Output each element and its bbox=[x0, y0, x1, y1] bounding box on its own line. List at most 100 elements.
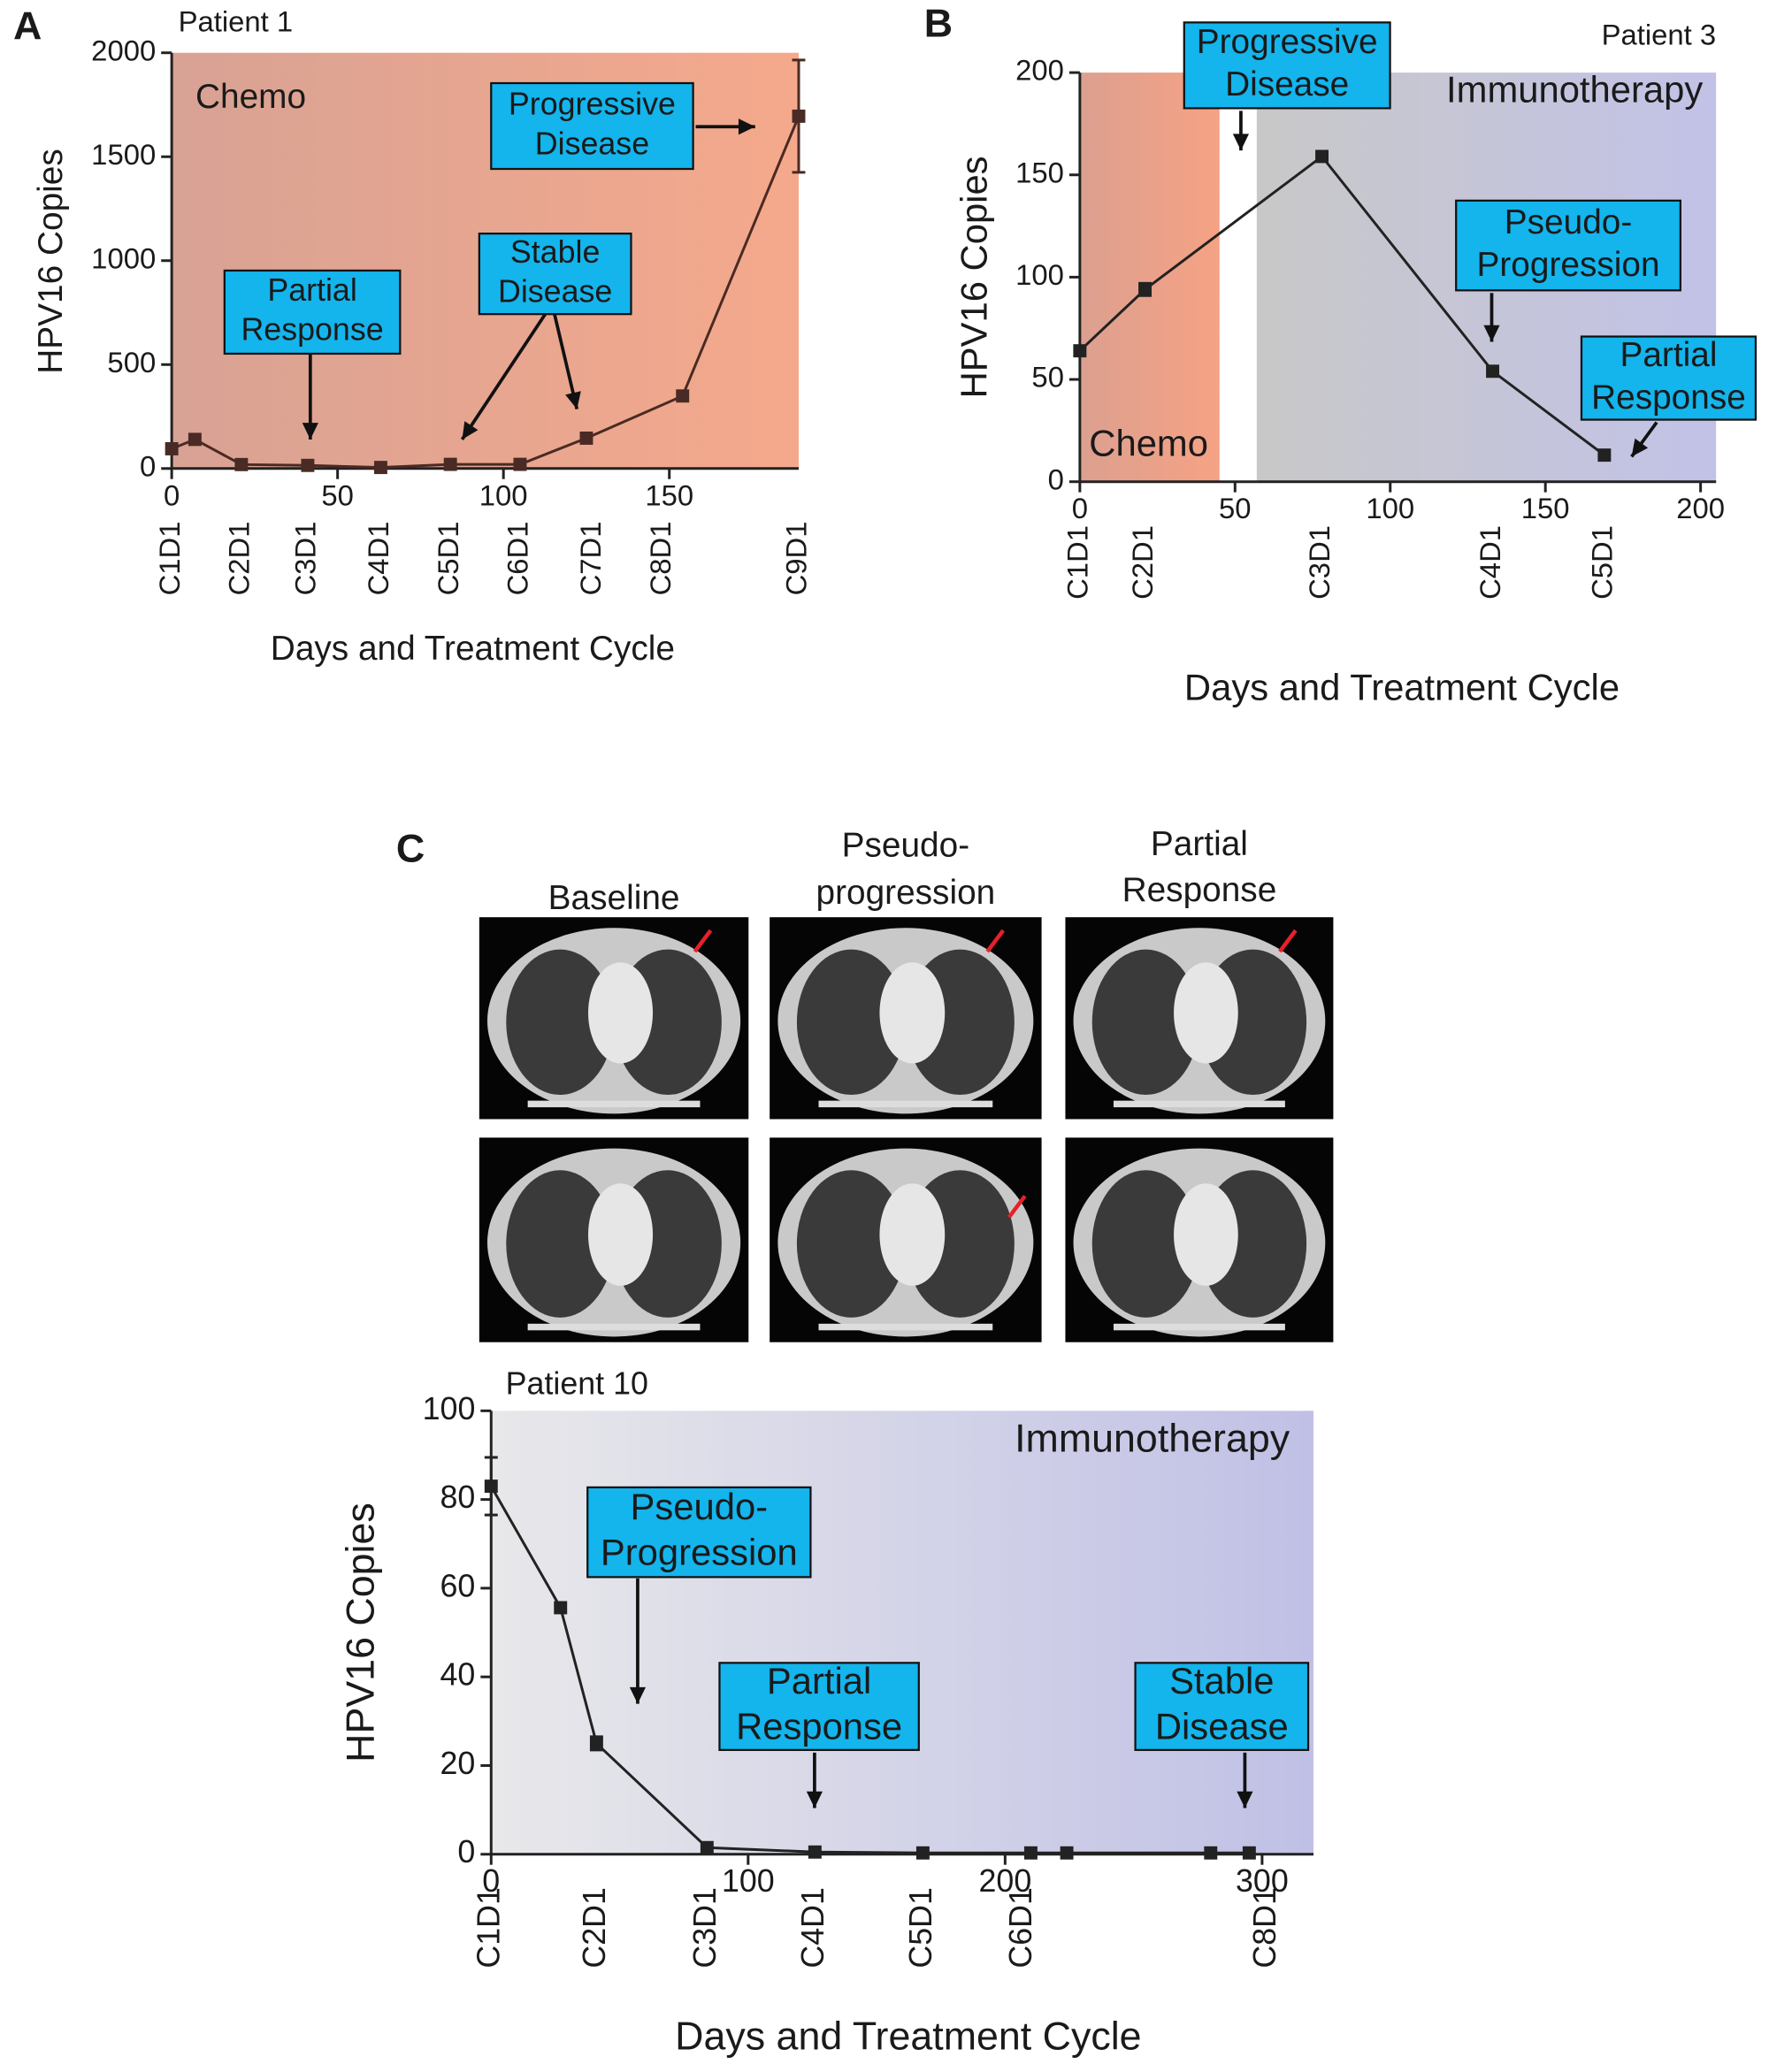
ct-marker bbox=[985, 929, 1005, 953]
cycle-label: C5D1 bbox=[903, 1887, 938, 1969]
x-axis-title: Days and Treatment Cycle bbox=[675, 2015, 1141, 2059]
annotation-text: Progression bbox=[1477, 246, 1660, 284]
cycle-label: C1D1 bbox=[471, 1887, 507, 1969]
data-point bbox=[234, 457, 249, 471]
cycle-label: C8D1 bbox=[644, 521, 677, 595]
y-tick-label: 200 bbox=[1015, 54, 1064, 87]
annotation-box bbox=[586, 1486, 812, 1579]
arrow-head bbox=[738, 119, 755, 135]
chart: Immunotherapy 0 20 40 60 80 100 0 100 200 300 C1D1 C… bbox=[338, 826, 1314, 2059]
y-tick-label: 2000 bbox=[91, 34, 156, 66]
x-tick-label: 100 bbox=[1366, 492, 1414, 524]
cycle-label: C2D1 bbox=[577, 1887, 612, 1969]
region-label: Immunotherapy bbox=[1446, 68, 1703, 110]
y-axis-title: HPV16 Copies bbox=[338, 1502, 382, 1762]
data-point bbox=[1060, 1846, 1074, 1860]
scan-label: progression bbox=[816, 874, 996, 912]
arrow-head bbox=[1237, 1791, 1253, 1808]
x-axis-title: Days and Treatment Cycle bbox=[271, 630, 675, 668]
y-tick-label: 50 bbox=[1031, 361, 1064, 394]
x-tick-label: 50 bbox=[321, 478, 354, 511]
panel-label: C bbox=[396, 826, 425, 870]
data-point bbox=[1138, 282, 1153, 296]
annotation-box bbox=[1455, 199, 1682, 292]
annotation-box bbox=[718, 1662, 920, 1751]
cycle-label: C9D1 bbox=[780, 521, 813, 595]
cycle-label: C2D1 bbox=[223, 521, 256, 595]
x-tick-label: 0 bbox=[164, 478, 180, 511]
data-point bbox=[1242, 1846, 1256, 1860]
annotation-text: Progressive bbox=[509, 87, 676, 122]
data-point bbox=[373, 461, 387, 475]
cycle-label: C3D1 bbox=[1303, 525, 1336, 600]
ct-table bbox=[818, 1100, 993, 1108]
ct-lung bbox=[796, 949, 906, 1096]
annotation-text: Partial bbox=[1620, 336, 1717, 374]
annotation-text: Disease bbox=[1225, 65, 1349, 103]
y-tick-label: 40 bbox=[440, 1657, 476, 1693]
x-tick-label: 0 bbox=[1072, 492, 1088, 524]
arrow-head bbox=[302, 423, 318, 440]
ct-marker bbox=[1007, 1195, 1027, 1219]
data-point bbox=[700, 1840, 714, 1854]
cycle-label: C3D1 bbox=[289, 521, 322, 595]
y-axis-title: HPV16 Copies bbox=[953, 156, 994, 398]
ct-table bbox=[1113, 1100, 1285, 1108]
ct-marker bbox=[693, 929, 713, 953]
x-tick-label: 300 bbox=[1236, 1863, 1289, 1899]
cycle-label: C3D1 bbox=[687, 1887, 723, 1969]
annotation-text: Pseudo- bbox=[1505, 203, 1633, 241]
scan-label: Response bbox=[1122, 871, 1277, 909]
cycle-label: C5D1 bbox=[1586, 525, 1619, 600]
y-tick-label: 1500 bbox=[91, 138, 156, 171]
data-line bbox=[489, 1485, 1250, 1854]
cycle-label: C4D1 bbox=[795, 1887, 831, 1969]
y-tick-label: 150 bbox=[1015, 156, 1064, 188]
chart-title: Patient 1 bbox=[179, 5, 294, 38]
region-label: Chemo bbox=[1089, 422, 1208, 463]
ct-table bbox=[527, 1323, 701, 1331]
arrow-head bbox=[565, 391, 581, 409]
panel-label: A bbox=[13, 4, 42, 49]
y-tick-label: 1000 bbox=[91, 241, 156, 274]
ct-heart bbox=[879, 1183, 946, 1286]
region-label: Immunotherapy bbox=[1015, 1416, 1290, 1460]
data-point bbox=[1073, 344, 1087, 358]
x-tick-label: 100 bbox=[479, 478, 528, 511]
annotation-box bbox=[490, 81, 694, 171]
data-point bbox=[165, 441, 179, 455]
cycle-label: C6D1 bbox=[502, 521, 534, 595]
scan-label: Baseline bbox=[548, 879, 680, 917]
chart-title: Patient 10 bbox=[506, 1365, 648, 1401]
chart: Chemo Immunotherapy 0 50 100 150 200 0 50 100 150 2… bbox=[924, 2, 1758, 708]
cycle-label: C8D1 bbox=[1247, 1887, 1283, 1969]
annotation-text: Response bbox=[1591, 378, 1746, 417]
annotation-text: Partial bbox=[267, 272, 356, 308]
chart-title: Patient 3 bbox=[1602, 18, 1717, 50]
x-tick-label: 100 bbox=[722, 1863, 775, 1899]
data-point bbox=[1023, 1846, 1038, 1860]
annotation-text: Progression bbox=[601, 1531, 798, 1572]
x-tick-label: 200 bbox=[1676, 492, 1725, 524]
ct-table bbox=[1113, 1323, 1285, 1331]
data-point bbox=[579, 432, 593, 445]
data-point bbox=[484, 1479, 498, 1494]
arrow-head bbox=[1631, 438, 1649, 457]
annotation-box bbox=[1580, 335, 1758, 421]
data-point bbox=[188, 432, 202, 447]
ct-lung bbox=[506, 949, 615, 1096]
annotation-arrow bbox=[460, 313, 548, 440]
cycle-label: C2D1 bbox=[1126, 525, 1159, 600]
ct-heart bbox=[587, 962, 654, 1064]
ct-heart bbox=[1174, 1183, 1238, 1286]
arrow-head bbox=[462, 421, 479, 440]
y-tick-label: 80 bbox=[440, 1479, 476, 1515]
treatment-region bbox=[491, 1411, 1314, 1854]
annotation-text: Progressive bbox=[1197, 23, 1378, 61]
data-point bbox=[301, 458, 315, 472]
data-point bbox=[1597, 448, 1612, 463]
annotation-text: Disease bbox=[498, 273, 612, 309]
y-tick-label: 0 bbox=[1048, 463, 1064, 495]
y-tick-label: 60 bbox=[440, 1568, 476, 1603]
